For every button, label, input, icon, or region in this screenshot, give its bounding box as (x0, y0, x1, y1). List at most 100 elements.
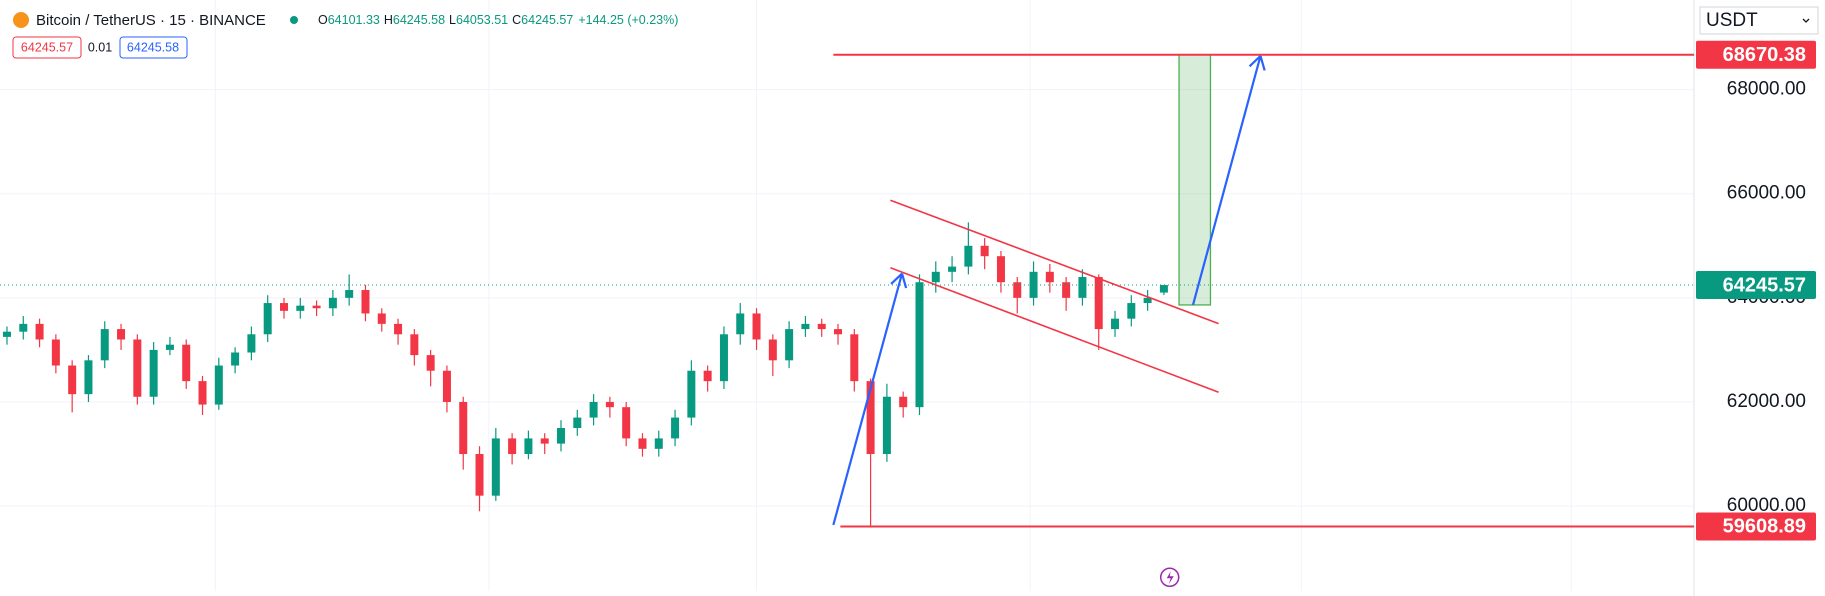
candle-body (996, 256, 1005, 283)
arrow-head (1259, 55, 1266, 71)
chevron (1802, 18, 1810, 23)
candle-body (149, 349, 158, 397)
candle-body (703, 370, 712, 382)
candle-body (834, 329, 843, 335)
candle-body (850, 334, 859, 382)
ask-box[interactable] (119, 36, 188, 59)
candle-body (719, 334, 728, 382)
ohlc-label: O (318, 13, 328, 27)
candle-body (1013, 282, 1022, 298)
alert-bolt (1166, 571, 1174, 585)
candle-body (671, 417, 680, 439)
candle-body (247, 334, 256, 353)
candle-body (491, 438, 500, 496)
candle-body (426, 355, 435, 371)
candle-body (345, 290, 354, 298)
candle-body (980, 245, 989, 257)
candle-body (312, 305, 321, 309)
candle-body (654, 438, 663, 449)
candle-body (557, 427, 566, 444)
price-axis: 60000.0062000.0064000.0066000.0068000.00… (1696, 40, 1816, 541)
spread: 0.01 (88, 40, 112, 54)
ask: 64245.58 (127, 40, 179, 54)
candle-body (1029, 271, 1038, 298)
grid (0, 0, 1695, 596)
candle-body (410, 334, 419, 356)
candle-body (84, 360, 93, 395)
last-price-box (1696, 271, 1816, 300)
channel-line (890, 266, 1219, 393)
candle-body (931, 271, 940, 283)
candle-body (394, 323, 403, 335)
y-tick-label: 66000.00 (1727, 183, 1806, 204)
candle-body (540, 438, 549, 444)
candle-body (508, 438, 517, 455)
candle-body (442, 370, 451, 402)
candle-body (263, 303, 272, 335)
candle-body (1111, 318, 1120, 330)
candle-body (51, 339, 60, 366)
candle-body (133, 339, 142, 397)
candle-body (1143, 297, 1152, 304)
candle-body (622, 407, 631, 439)
change: +144.25 (+0.23%) (578, 13, 678, 27)
currency-select[interactable]: USDT (1699, 6, 1819, 35)
ohlc-label: L (449, 13, 456, 27)
arrow-head (1248, 55, 1262, 68)
price-label: 59608.89 (1723, 516, 1806, 538)
candle-body (964, 245, 973, 267)
candle-body (328, 297, 337, 309)
target-box (1178, 54, 1212, 306)
y-tick-label: 68000.00 (1727, 79, 1806, 100)
plot (0, 222, 1694, 527)
currency: USDT (1706, 10, 1758, 31)
candle-body (605, 401, 614, 408)
candle-body (899, 396, 908, 408)
candle-body (524, 438, 533, 455)
candle-body (1127, 303, 1136, 319)
symbol-icon (13, 12, 29, 28)
candle-body (1045, 271, 1054, 283)
symbol[interactable]: Bitcoin / TetherUS · 15 · BINANCE (36, 12, 266, 29)
candle-body (768, 339, 777, 361)
ohlc-value: 64101.33 (328, 13, 380, 27)
candle-body (296, 305, 305, 311)
last-price-label: 64245.57 (1723, 274, 1806, 296)
candle-body (882, 396, 891, 455)
candle-body (361, 290, 370, 314)
candle-body (214, 365, 223, 405)
candle-body (801, 323, 810, 330)
candle-body (459, 401, 468, 455)
arrow (1191, 55, 1262, 306)
candle-body (35, 323, 44, 340)
price-label: 68670.38 (1723, 44, 1806, 66)
candle-body (948, 266, 957, 272)
arrow-head (900, 273, 908, 289)
header: Bitcoin / TetherUS · 15 · BINANCE O64101… (12, 12, 678, 59)
candle-body (2, 331, 11, 337)
candle-body (752, 313, 761, 340)
currency-box[interactable] (1699, 6, 1819, 35)
candle-body (117, 329, 126, 340)
candle-body (687, 370, 696, 418)
candle-body (165, 344, 174, 350)
candle-body (231, 352, 240, 366)
price-label-box (1696, 512, 1816, 541)
ohlc-value: 64053.51 (456, 13, 508, 27)
candle-body (1159, 285, 1168, 293)
candle-body (475, 454, 484, 496)
price-label-box (1696, 40, 1816, 69)
ohlc-legend: O64101.33 H64245.58 L64053.51 C64245.57 +144… (318, 13, 678, 27)
candle-body (19, 323, 28, 332)
candle-body (866, 381, 875, 455)
ohlc-label: H (384, 13, 393, 27)
candle-body (182, 344, 191, 382)
bid-box[interactable] (12, 36, 82, 59)
ohlc-value: 64245.58 (393, 13, 445, 27)
candle-body (1078, 277, 1087, 298)
ohlc-value: 64245.57 (521, 13, 573, 27)
candle-body (736, 313, 745, 335)
candle-body (1094, 277, 1103, 330)
